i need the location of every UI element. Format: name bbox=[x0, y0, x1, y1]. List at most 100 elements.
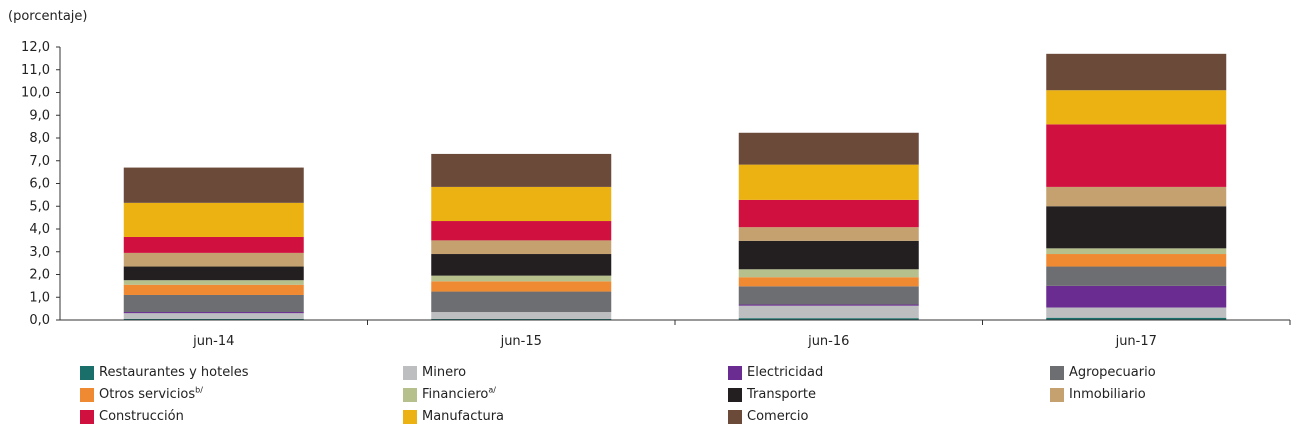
legend-item: Manufactura bbox=[403, 410, 504, 424]
x-tick-label: jun-16 bbox=[807, 334, 849, 349]
legend-swatch bbox=[80, 388, 94, 402]
bar-segment bbox=[738, 277, 919, 287]
y-tick-label: 4,0 bbox=[29, 222, 50, 237]
bar-segment bbox=[1046, 186, 1227, 207]
legend-item: Construcción bbox=[80, 410, 184, 424]
bar-segment bbox=[123, 252, 304, 267]
bar-segment bbox=[738, 318, 919, 320]
stacked-bar-chart: (porcentaje) 0,0 1,0 2,0 3,0 4,0 5,0 6,0 7,0 8,0… bbox=[8, 9, 1291, 349]
bar-segment bbox=[738, 227, 919, 241]
legend-item: Transporte bbox=[728, 388, 816, 402]
y-tick-label: 5,0 bbox=[29, 199, 50, 214]
bar-segment bbox=[123, 167, 304, 203]
y-tick-label: 2,0 bbox=[29, 268, 50, 283]
legend-label: Electricidad bbox=[747, 365, 824, 380]
x-tick-label: jun-15 bbox=[500, 334, 542, 349]
bar-segment bbox=[1046, 124, 1227, 187]
legend-item: Restaurantes y hoteles bbox=[80, 366, 249, 380]
legend-label: Otros serviciosb/ bbox=[99, 385, 203, 402]
y-tick-label: 8,0 bbox=[29, 131, 50, 146]
bar-segment bbox=[431, 312, 612, 319]
bar-segment bbox=[431, 318, 612, 320]
legend-swatch bbox=[728, 388, 742, 402]
legend-label: Agropecuario bbox=[1069, 365, 1156, 380]
bar-segment bbox=[123, 280, 304, 285]
bar-segment bbox=[431, 281, 612, 292]
legend-label: Comercio bbox=[747, 409, 809, 424]
legend-swatch bbox=[403, 388, 417, 402]
bar-segment bbox=[738, 164, 919, 200]
legend-swatch bbox=[1050, 366, 1064, 380]
bar-segment bbox=[1046, 317, 1227, 320]
bar-segment bbox=[431, 254, 612, 276]
bar-segment bbox=[431, 275, 612, 282]
legend-label: Restaurantes y hoteles bbox=[99, 365, 249, 380]
bar-segment bbox=[123, 202, 304, 237]
y-tick-label: 6,0 bbox=[29, 177, 50, 192]
legend-item: Financieroa/ bbox=[403, 385, 496, 402]
bar-segment bbox=[431, 240, 612, 255]
bar-segment bbox=[431, 153, 612, 187]
legend-item: Otros serviciosb/ bbox=[80, 385, 203, 402]
bar-segment bbox=[1046, 53, 1227, 91]
y-tick-label: 0,0 bbox=[29, 313, 50, 328]
legend-item: Agropecuario bbox=[1050, 366, 1156, 380]
bar-segment bbox=[1046, 90, 1227, 125]
y-tick-label: 10,0 bbox=[21, 86, 50, 101]
legend-footnote-mark: b/ bbox=[195, 385, 203, 395]
bar-segment bbox=[1046, 285, 1227, 308]
bar-segment bbox=[1046, 206, 1227, 249]
bar-segment bbox=[1046, 266, 1227, 286]
bar-segment bbox=[738, 132, 919, 165]
legend-label: Construcción bbox=[99, 409, 184, 424]
y-tick-label: 1,0 bbox=[29, 290, 50, 305]
bar-segment bbox=[123, 318, 304, 320]
x-tick-label: jun-14 bbox=[192, 334, 234, 349]
legend-item: Electricidad bbox=[728, 366, 823, 380]
legend-swatch bbox=[80, 410, 94, 424]
bar-segment bbox=[431, 221, 612, 241]
bar-segment bbox=[123, 312, 304, 314]
legend-label: Minero bbox=[422, 365, 467, 380]
bar-segment bbox=[123, 313, 304, 319]
y-axis-ticks: 0,0 1,0 2,0 3,0 4,0 5,0 6,0 7,0 8,0 9,0 10,0 11,0 12… bbox=[21, 40, 60, 328]
legend-label: Inmobiliario bbox=[1069, 387, 1146, 402]
bar-segment bbox=[738, 199, 919, 228]
legend-item: Inmobiliario bbox=[1050, 388, 1146, 402]
bar-segment bbox=[1046, 254, 1227, 267]
bar-segment bbox=[738, 305, 919, 319]
legend-label: Manufactura bbox=[422, 409, 504, 424]
x-tick-label: jun-17 bbox=[1115, 334, 1157, 349]
bar-segment bbox=[431, 291, 612, 313]
bar-segment bbox=[1046, 307, 1227, 318]
bar-segment bbox=[738, 304, 919, 306]
legend-swatch bbox=[403, 366, 417, 380]
legend-swatch bbox=[728, 366, 742, 380]
x-axis-labels: jun-14 jun-15 jun-16 jun-17 bbox=[192, 320, 1291, 349]
legend-swatch bbox=[80, 366, 94, 380]
legend-label: Transporte bbox=[747, 387, 816, 402]
y-tick-label: 3,0 bbox=[29, 245, 50, 260]
legend-item: Comercio bbox=[728, 410, 808, 424]
bar-segment bbox=[738, 240, 919, 270]
y-axis-label: (porcentaje) bbox=[8, 9, 87, 24]
bar-segment bbox=[1046, 248, 1227, 255]
bar-segment bbox=[123, 266, 304, 281]
y-tick-label: 12,0 bbox=[21, 40, 50, 55]
bar-segment bbox=[431, 186, 612, 222]
y-tick-label: 11,0 bbox=[21, 63, 50, 78]
bar-segment bbox=[738, 269, 919, 278]
legend-swatch bbox=[403, 410, 417, 424]
bars bbox=[123, 53, 1227, 320]
legend-swatch bbox=[728, 410, 742, 424]
bar-segment bbox=[123, 236, 304, 253]
bar-segment bbox=[123, 294, 304, 313]
y-tick-label: 9,0 bbox=[29, 108, 50, 123]
legend-footnote-mark: a/ bbox=[488, 385, 496, 395]
legend-item: Minero bbox=[403, 366, 466, 380]
bar-segment bbox=[123, 284, 304, 295]
y-tick-label: 7,0 bbox=[29, 154, 50, 169]
legend-swatch bbox=[1050, 388, 1064, 402]
bar-segment bbox=[738, 286, 919, 305]
legend-label: Financieroa/ bbox=[422, 385, 496, 402]
